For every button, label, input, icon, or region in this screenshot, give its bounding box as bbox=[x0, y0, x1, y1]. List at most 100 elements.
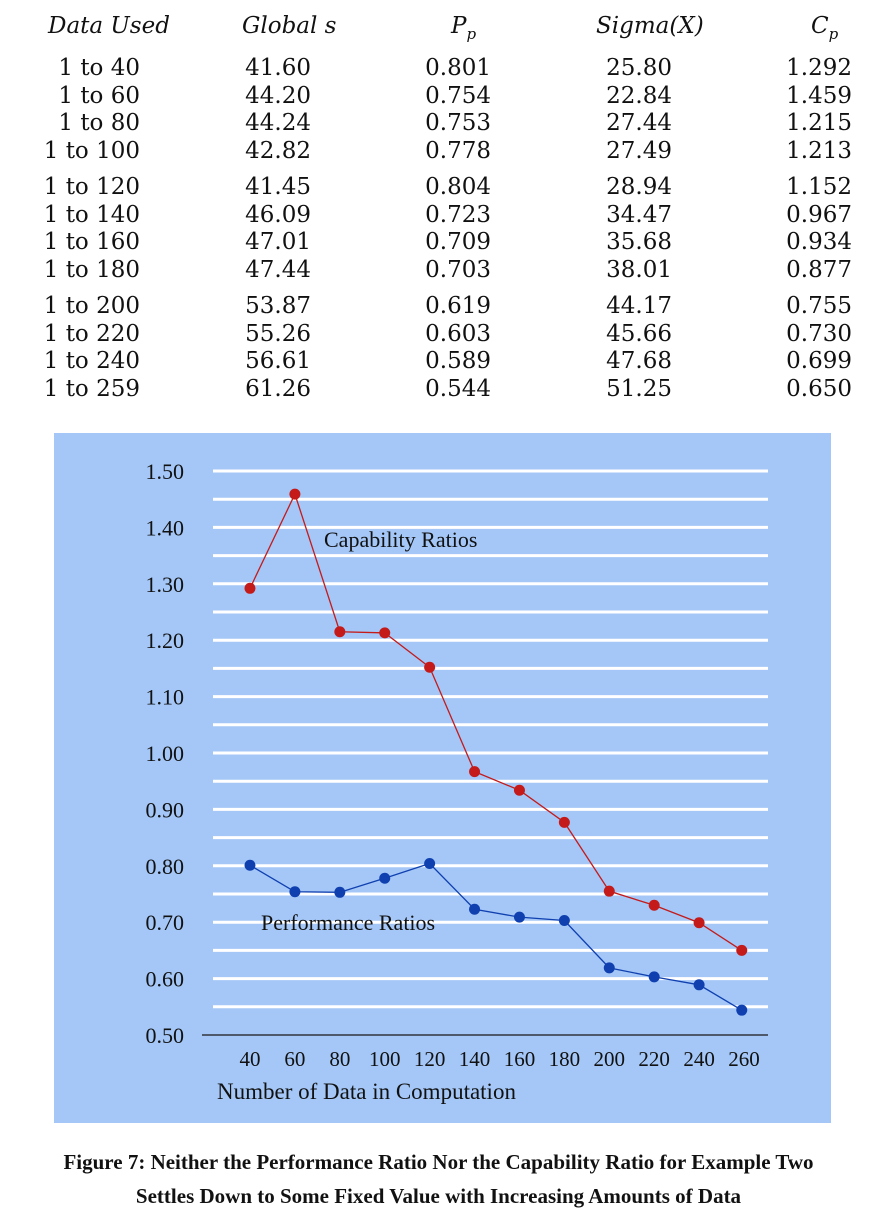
series-label-capability: Capability Ratios bbox=[324, 527, 477, 552]
table-cell: 44.20 bbox=[245, 82, 311, 109]
x-axis-title: Number of Data in Computation bbox=[217, 1079, 516, 1104]
data-point bbox=[469, 766, 481, 778]
table-cell: 0.650 bbox=[786, 375, 852, 402]
x-tick-label: 60 bbox=[284, 1047, 305, 1071]
table-cell: 22.84 bbox=[606, 82, 672, 109]
data-point bbox=[513, 784, 525, 796]
x-tick-label: 120 bbox=[414, 1047, 446, 1071]
x-tick-label: 260 bbox=[728, 1047, 760, 1071]
table-cell: 0.801 bbox=[425, 55, 491, 81]
y-tick-label: 0.60 bbox=[146, 967, 185, 992]
data-point bbox=[648, 971, 660, 983]
x-tick-label: 180 bbox=[549, 1047, 581, 1071]
table-cell: 61.26 bbox=[245, 375, 311, 402]
table-cell: 0.619 bbox=[425, 293, 491, 319]
data-point bbox=[289, 488, 301, 500]
data-point bbox=[289, 886, 301, 898]
table-cell: 1 to 160 bbox=[43, 229, 140, 255]
series-label-performance: Performance Ratios bbox=[261, 910, 435, 935]
table-cell: 1 to 259 bbox=[43, 375, 140, 402]
data-point bbox=[334, 886, 346, 898]
y-tick-label: 0.50 bbox=[146, 1023, 185, 1048]
table-cell: 55.26 bbox=[245, 320, 311, 347]
table-cell: 0.934 bbox=[786, 229, 852, 255]
chart-panel: 0.50 0.60 0.70 0.80 0.90 1.00 1.10 1.20 1.30 1.40… bbox=[54, 433, 831, 1123]
table-cell: 41.45 bbox=[245, 174, 311, 200]
data-point bbox=[558, 816, 570, 828]
data-point bbox=[513, 911, 525, 923]
table-cell: 1 to 200 bbox=[43, 293, 140, 319]
table-cell: 34.47 bbox=[606, 201, 672, 228]
table-cell: 0.877 bbox=[786, 256, 852, 283]
x-tick-label: 140 bbox=[459, 1047, 491, 1071]
table-cell: 0.603 bbox=[425, 320, 491, 347]
table-cell: 35.68 bbox=[606, 229, 672, 255]
table-cell: 0.709 bbox=[425, 229, 491, 255]
header-pp: Pp bbox=[451, 13, 477, 43]
ratio-line-chart: 0.50 0.60 0.70 0.80 0.90 1.00 1.10 1.20 1.30 1.40… bbox=[146, 459, 768, 1104]
data-point bbox=[244, 582, 256, 594]
table-cell: 1 to 40 bbox=[58, 55, 140, 81]
header-sigma-x: Sigma(X) bbox=[596, 13, 704, 39]
data-point bbox=[558, 915, 570, 927]
data-point bbox=[736, 1004, 748, 1016]
x-tick-label: 40 bbox=[240, 1047, 261, 1071]
data-point bbox=[379, 872, 391, 884]
table-cell: 1.213 bbox=[786, 137, 852, 164]
table-cell: 47.44 bbox=[245, 256, 311, 283]
figure-caption-line-1: Figure 7: Neither the Performance Ratio … bbox=[63, 1150, 814, 1174]
data-point bbox=[648, 899, 660, 911]
data-point bbox=[603, 885, 615, 897]
table-cell: 0.755 bbox=[786, 293, 852, 319]
table-cell: 56.61 bbox=[245, 348, 311, 374]
figure-caption-line-2: Settles Down to Some Fixed Value with In… bbox=[135, 1184, 742, 1208]
data-point bbox=[693, 917, 705, 929]
series-line bbox=[249, 862, 743, 1011]
table-cell: 53.87 bbox=[245, 293, 311, 319]
table-cell: 0.699 bbox=[786, 348, 852, 374]
table-cell: 0.967 bbox=[786, 201, 852, 228]
table-cell: 0.703 bbox=[425, 256, 491, 283]
table-cell: 1 to 100 bbox=[43, 137, 140, 164]
data-point bbox=[424, 858, 436, 870]
y-tick-label: 0.90 bbox=[146, 797, 185, 822]
y-tick-label: 1.50 bbox=[146, 459, 185, 484]
header-data-used: Data Used bbox=[48, 13, 170, 39]
x-tick-label: 80 bbox=[329, 1047, 350, 1071]
table-cell: 1 to 60 bbox=[58, 82, 140, 109]
table-cell: 0.589 bbox=[425, 348, 491, 374]
data-point bbox=[379, 627, 391, 639]
series-line bbox=[249, 492, 743, 951]
table-cell: 38.01 bbox=[606, 256, 672, 283]
x-tick-label: 220 bbox=[638, 1047, 670, 1071]
table-cell: 1 to 140 bbox=[43, 201, 140, 228]
table-cell: 0.753 bbox=[425, 110, 491, 136]
table-cell: 1 to 220 bbox=[43, 320, 140, 347]
table-cell: 0.804 bbox=[425, 174, 491, 200]
x-tick-label: 100 bbox=[369, 1047, 401, 1071]
data-point bbox=[693, 979, 705, 991]
table-cell: 27.44 bbox=[606, 110, 672, 136]
x-tick-label: 240 bbox=[683, 1047, 715, 1071]
data-point bbox=[424, 661, 436, 673]
y-tick-label: 1.10 bbox=[146, 685, 185, 710]
table-cell: 44.17 bbox=[606, 293, 672, 319]
table-cell: 0.544 bbox=[425, 375, 491, 402]
y-tick-label: 0.80 bbox=[146, 854, 185, 879]
table-cell: 1.215 bbox=[786, 110, 852, 136]
table-cell: 25.80 bbox=[606, 55, 672, 81]
table-cell: 47.01 bbox=[245, 229, 311, 255]
y-tick-label: 0.70 bbox=[146, 910, 185, 935]
table-cell: 41.60 bbox=[245, 55, 311, 81]
table-cell: 47.68 bbox=[606, 348, 672, 374]
table-cell: 46.09 bbox=[245, 201, 311, 228]
data-point bbox=[244, 859, 256, 871]
table-cell: 28.94 bbox=[606, 174, 672, 200]
y-tick-label: 1.00 bbox=[146, 741, 185, 766]
y-tick-label: 1.40 bbox=[146, 515, 185, 540]
table-cell: 45.66 bbox=[606, 320, 672, 347]
table-cell: 42.82 bbox=[245, 137, 311, 164]
x-tick-label: 160 bbox=[504, 1047, 536, 1071]
table-cell: 51.25 bbox=[606, 375, 672, 402]
table-cell: 1.459 bbox=[786, 82, 852, 109]
